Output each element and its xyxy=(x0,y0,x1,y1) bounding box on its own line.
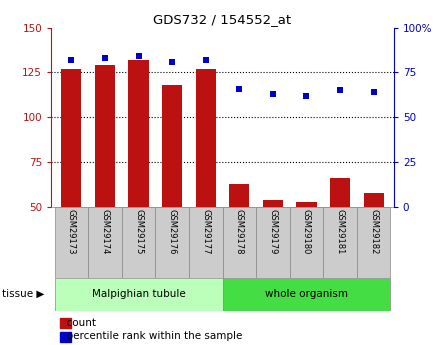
Point xyxy=(370,89,377,95)
Point xyxy=(202,57,209,63)
Bar xyxy=(222,207,256,278)
Bar xyxy=(95,65,115,297)
Bar xyxy=(55,207,88,278)
Bar xyxy=(88,207,122,278)
Bar xyxy=(330,178,350,297)
Text: GSM29176: GSM29176 xyxy=(168,209,177,255)
Bar xyxy=(61,69,81,297)
Text: GSM29182: GSM29182 xyxy=(369,209,378,255)
Text: GSM29179: GSM29179 xyxy=(268,209,277,255)
Point xyxy=(68,57,75,63)
Text: GSM29174: GSM29174 xyxy=(101,209,109,255)
Text: whole organism: whole organism xyxy=(265,289,348,299)
Text: count: count xyxy=(60,318,96,327)
Bar xyxy=(290,207,323,278)
Bar xyxy=(229,184,249,297)
Bar xyxy=(122,207,155,278)
Point xyxy=(101,55,109,61)
Text: GSM29177: GSM29177 xyxy=(201,209,210,255)
Bar xyxy=(222,278,390,310)
Bar xyxy=(364,193,384,297)
Bar xyxy=(296,201,316,297)
Bar xyxy=(55,278,222,310)
Bar xyxy=(256,207,290,278)
Point xyxy=(236,86,243,91)
Point xyxy=(303,93,310,99)
Point xyxy=(336,88,344,93)
Bar xyxy=(357,207,390,278)
Bar xyxy=(263,200,283,297)
Text: percentile rank within the sample: percentile rank within the sample xyxy=(60,332,243,341)
Bar xyxy=(196,69,216,297)
Text: GSM29180: GSM29180 xyxy=(302,209,311,255)
Title: GDS732 / 154552_at: GDS732 / 154552_at xyxy=(154,13,291,27)
Bar xyxy=(323,207,357,278)
Text: tissue ▶: tissue ▶ xyxy=(2,289,44,299)
Text: GSM29175: GSM29175 xyxy=(134,209,143,255)
Bar xyxy=(155,207,189,278)
Bar xyxy=(162,85,182,297)
Text: GSM29178: GSM29178 xyxy=(235,209,244,255)
Point xyxy=(169,59,176,65)
Bar xyxy=(189,207,222,278)
Point xyxy=(135,53,142,59)
Text: GSM29173: GSM29173 xyxy=(67,209,76,255)
Text: Malpighian tubule: Malpighian tubule xyxy=(92,289,186,299)
Point xyxy=(269,91,276,97)
Text: GSM29181: GSM29181 xyxy=(336,209,344,255)
Bar xyxy=(129,60,149,297)
